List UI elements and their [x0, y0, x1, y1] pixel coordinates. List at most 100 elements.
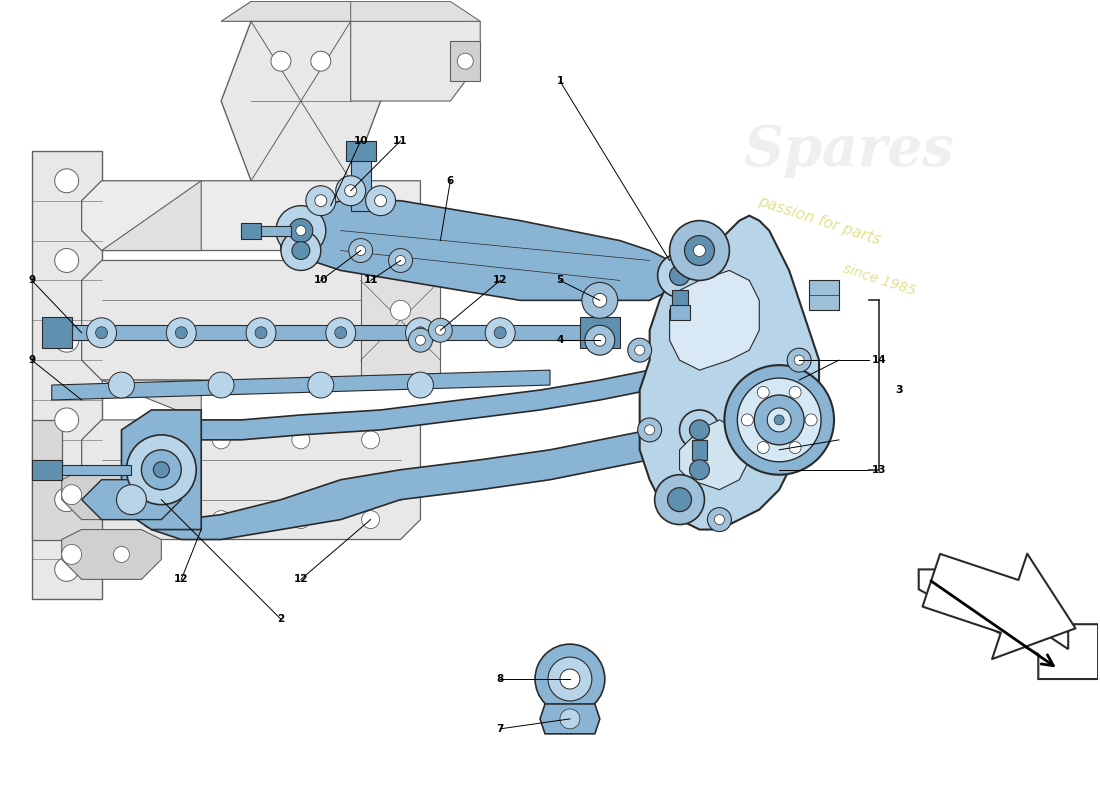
Circle shape	[55, 169, 78, 193]
Circle shape	[428, 318, 452, 342]
Circle shape	[560, 669, 580, 689]
Circle shape	[109, 372, 134, 398]
Circle shape	[396, 255, 406, 266]
Circle shape	[153, 462, 169, 478]
Circle shape	[757, 386, 769, 398]
Circle shape	[142, 450, 182, 490]
Polygon shape	[81, 420, 420, 539]
Text: 3: 3	[895, 385, 903, 395]
Text: 1: 1	[557, 76, 563, 86]
Circle shape	[680, 410, 719, 450]
Polygon shape	[121, 410, 201, 530]
Text: 11: 11	[394, 136, 408, 146]
Circle shape	[485, 318, 515, 348]
Polygon shape	[201, 360, 700, 440]
Text: 10: 10	[353, 136, 367, 146]
Circle shape	[670, 221, 729, 281]
Polygon shape	[101, 181, 201, 250]
Circle shape	[292, 510, 310, 529]
Circle shape	[788, 348, 811, 372]
Text: passion for parts: passion for parts	[756, 194, 882, 247]
Circle shape	[416, 335, 426, 345]
Circle shape	[355, 246, 365, 255]
Circle shape	[725, 365, 834, 474]
Circle shape	[690, 460, 710, 480]
Circle shape	[668, 488, 692, 512]
Circle shape	[349, 238, 373, 262]
Circle shape	[494, 326, 506, 338]
Polygon shape	[52, 370, 550, 400]
Text: Spares: Spares	[744, 123, 955, 178]
Text: 9: 9	[29, 275, 35, 286]
Circle shape	[436, 326, 446, 335]
Circle shape	[548, 657, 592, 701]
Circle shape	[96, 326, 108, 338]
Polygon shape	[32, 460, 62, 480]
Polygon shape	[62, 530, 162, 579]
Polygon shape	[450, 42, 481, 81]
Polygon shape	[680, 420, 749, 490]
Circle shape	[684, 235, 714, 266]
Circle shape	[255, 326, 267, 338]
Circle shape	[693, 245, 705, 257]
Circle shape	[292, 242, 310, 259]
Circle shape	[208, 372, 234, 398]
Polygon shape	[81, 480, 182, 519]
Circle shape	[388, 249, 412, 273]
Circle shape	[594, 334, 606, 346]
Circle shape	[406, 318, 436, 348]
Polygon shape	[221, 22, 381, 181]
Polygon shape	[32, 151, 101, 599]
Text: 4: 4	[557, 335, 563, 346]
Polygon shape	[670, 270, 759, 370]
Circle shape	[336, 176, 365, 206]
Circle shape	[741, 414, 754, 426]
Circle shape	[774, 415, 784, 425]
Polygon shape	[351, 22, 481, 101]
Circle shape	[126, 435, 196, 505]
Text: 12: 12	[294, 574, 308, 584]
Text: 14: 14	[871, 355, 887, 365]
Circle shape	[407, 372, 433, 398]
Circle shape	[670, 266, 690, 286]
Circle shape	[142, 510, 161, 529]
Circle shape	[707, 508, 732, 531]
Circle shape	[55, 408, 78, 432]
Circle shape	[593, 294, 607, 307]
Circle shape	[365, 186, 396, 216]
Polygon shape	[42, 318, 72, 348]
Circle shape	[113, 486, 130, 502]
Circle shape	[789, 442, 801, 454]
Text: 10: 10	[314, 275, 328, 286]
Circle shape	[645, 425, 654, 435]
Circle shape	[212, 431, 230, 449]
Text: 13: 13	[871, 465, 887, 474]
Circle shape	[805, 414, 817, 426]
Circle shape	[408, 328, 432, 352]
Text: 8: 8	[496, 674, 504, 684]
Polygon shape	[280, 201, 680, 300]
Polygon shape	[32, 420, 101, 539]
Circle shape	[62, 485, 81, 505]
Circle shape	[560, 709, 580, 729]
Circle shape	[308, 372, 333, 398]
Circle shape	[246, 318, 276, 348]
Polygon shape	[52, 465, 132, 474]
Circle shape	[714, 514, 725, 525]
Circle shape	[55, 328, 78, 352]
Circle shape	[362, 431, 380, 449]
Circle shape	[292, 431, 310, 449]
Polygon shape	[672, 290, 688, 310]
Circle shape	[55, 488, 78, 512]
Circle shape	[296, 226, 306, 235]
Text: 7: 7	[496, 724, 504, 734]
Circle shape	[306, 186, 336, 216]
Circle shape	[535, 644, 605, 714]
Polygon shape	[351, 151, 371, 210]
Polygon shape	[692, 440, 707, 460]
Circle shape	[276, 206, 326, 255]
Circle shape	[415, 326, 427, 338]
Circle shape	[794, 355, 804, 365]
Circle shape	[737, 378, 821, 462]
Text: 12: 12	[174, 574, 188, 584]
